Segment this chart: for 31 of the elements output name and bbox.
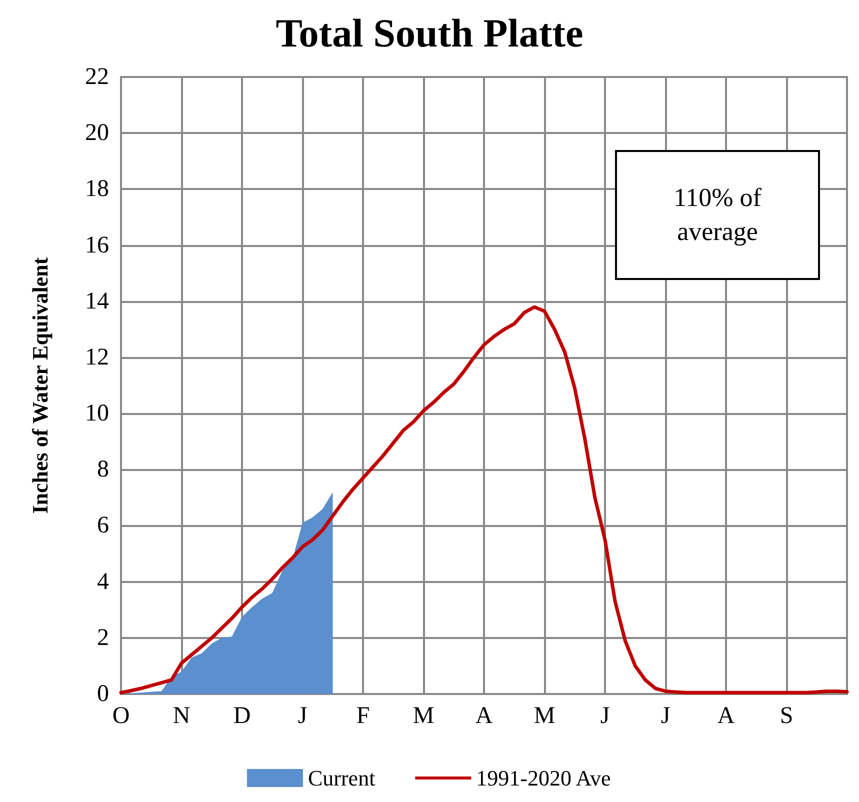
y-tick-label: 0 bbox=[97, 681, 109, 707]
x-tick-label: J bbox=[298, 703, 308, 729]
x-tick-label: M bbox=[534, 703, 556, 729]
y-tick-label: 2 bbox=[97, 624, 109, 651]
x-tick-label: D bbox=[233, 703, 251, 729]
y-tick-label: 14 bbox=[85, 288, 109, 314]
x-tick-label: F bbox=[356, 703, 370, 729]
y-axis-title: Inches of Water Equivalent bbox=[28, 256, 52, 514]
x-tick-label: J bbox=[600, 703, 610, 729]
y-tick-label: 12 bbox=[85, 344, 109, 370]
x-tick-label: M bbox=[412, 703, 434, 729]
y-tick-label: 4 bbox=[97, 568, 109, 595]
y-tick-label: 20 bbox=[85, 120, 109, 146]
y-tick-label: 8 bbox=[97, 456, 109, 483]
x-tick-label: N bbox=[172, 703, 190, 729]
x-tick-label: A bbox=[717, 703, 736, 729]
annotation: 110% of average bbox=[672, 182, 762, 248]
y-tick-label: 10 bbox=[85, 400, 109, 427]
y-tick-label: 18 bbox=[85, 176, 109, 202]
text-box: 110% of average bbox=[615, 150, 820, 280]
legend-label: 1991-2020 Ave bbox=[476, 766, 611, 790]
x-tick-label: S bbox=[780, 703, 794, 729]
legend-label: Current bbox=[308, 766, 376, 790]
x-tick-label: A bbox=[475, 703, 494, 729]
chart-title: Total South Platte bbox=[276, 10, 584, 56]
y-tick-label: 16 bbox=[85, 232, 109, 258]
y-tick-label: 6 bbox=[97, 512, 109, 539]
line-series bbox=[119, 305, 849, 694]
y-tick-label: 22 bbox=[85, 64, 109, 90]
x-tick-label: J bbox=[660, 703, 670, 729]
x-tick-label: O bbox=[112, 703, 130, 729]
